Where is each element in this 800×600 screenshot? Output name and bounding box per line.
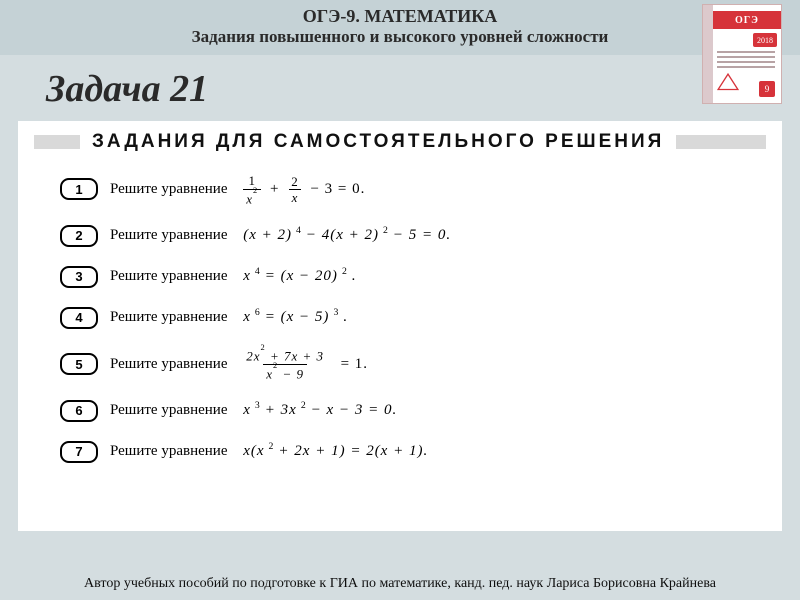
header-title: ОГЭ-9. МАТЕМАТИКА <box>0 6 800 27</box>
book-geometry-icon <box>717 73 739 95</box>
footer-credit: Автор учебных пособий по подготовке к ГИ… <box>0 568 800 600</box>
heading-bar-right <box>676 135 766 149</box>
problem-text: Решите уравнение x4 = (x − 20)2. <box>110 268 357 285</box>
problem-equation: x4 = (x − 20)2. <box>243 268 356 285</box>
problem-equation: x6 = (x − 5)3. <box>243 309 348 326</box>
problem-prompt: Решите уравнение <box>110 181 227 198</box>
problem-equation: 2x2 + 7x + 3x2 − 9 = 1. <box>243 348 368 381</box>
content-panel: ЗАДАНИЯ ДЛЯ САМОСТОЯТЕЛЬНОГО РЕШЕНИЯ 1 Ре… <box>18 121 782 531</box>
problem-equation: x3 + 3x2 − x − 3 = 0. <box>243 402 397 419</box>
problem-row: 3 Решите уравнение x4 = (x − 20)2. <box>60 266 752 288</box>
problem-prompt: Решите уравнение <box>110 356 227 373</box>
problem-prompt: Решите уравнение <box>110 309 227 326</box>
problems-list: 1 Решите уравнение 1x2 + 2x − 3 = 0. 2 Реши… <box>18 167 782 463</box>
section-heading-text: ЗАДАНИЯ ДЛЯ САМОСТОЯТЕЛЬНОГО РЕШЕНИЯ <box>92 131 664 153</box>
problem-equation: 1x2 + 2x − 3 = 0. <box>243 173 365 206</box>
problem-number-badge: 5 <box>60 353 98 375</box>
problem-text: Решите уравнение x6 = (x − 5)3. <box>110 309 348 326</box>
problem-number-badge: 4 <box>60 307 98 329</box>
problem-row: 6 Решите уравнение x3 + 3x2 − x − 3 = 0. <box>60 400 752 422</box>
book-class-badge: 9 <box>759 81 775 97</box>
problem-equation: (x + 2)4 − 4(x + 2)2 − 5 = 0. <box>243 227 451 244</box>
problem-number-badge: 2 <box>60 225 98 247</box>
problem-number-badge: 7 <box>60 441 98 463</box>
problem-text: Решите уравнение (x + 2)4 − 4(x + 2)2 − … <box>110 227 451 244</box>
header: ОГЭ-9. МАТЕМАТИКА Задания повышенного и … <box>0 0 800 55</box>
problem-prompt: Решите уравнение <box>110 227 227 244</box>
book-brand-label: ОГЭ <box>713 11 781 29</box>
problem-prompt: Решите уравнение <box>110 443 227 460</box>
problem-row: 4 Решите уравнение x6 = (x − 5)3. <box>60 307 752 329</box>
header-subtitle: Задания повышенного и высокого уровней с… <box>0 27 800 47</box>
problem-row: 2 Решите уравнение (x + 2)4 − 4(x + 2)2 −… <box>60 225 752 247</box>
problem-prompt: Решите уравнение <box>110 402 227 419</box>
book-year-badge: 2018 <box>753 33 777 47</box>
problem-text: Решите уравнение x(x2 + 2x + 1) = 2(x + … <box>110 443 428 460</box>
problem-equation: x(x2 + 2x + 1) = 2(x + 1). <box>243 443 428 460</box>
problem-row: 1 Решите уравнение 1x2 + 2x − 3 = 0. <box>60 173 752 206</box>
book-cover-thumbnail: ОГЭ 2018 9 <box>702 4 782 104</box>
problem-row: 7 Решите уравнение x(x2 + 2x + 1) = 2(x +… <box>60 441 752 463</box>
problem-text: Решите уравнение 2x2 + 7x + 3x2 − 9 = 1. <box>110 348 368 381</box>
problem-row: 5 Решите уравнение 2x2 + 7x + 3x2 − 9 = 1… <box>60 348 752 381</box>
section-heading: ЗАДАНИЯ ДЛЯ САМОСТОЯТЕЛЬНОГО РЕШЕНИЯ <box>18 121 782 167</box>
problem-number-badge: 6 <box>60 400 98 422</box>
problem-text: Решите уравнение x3 + 3x2 − x − 3 = 0. <box>110 402 397 419</box>
problem-number-badge: 1 <box>60 178 98 200</box>
slide-title: Задача 21 <box>0 55 800 121</box>
problem-number-badge: 3 <box>60 266 98 288</box>
heading-bar-left <box>34 135 80 149</box>
problem-prompt: Решите уравнение <box>110 268 227 285</box>
problem-text: Решите уравнение 1x2 + 2x − 3 = 0. <box>110 173 365 206</box>
